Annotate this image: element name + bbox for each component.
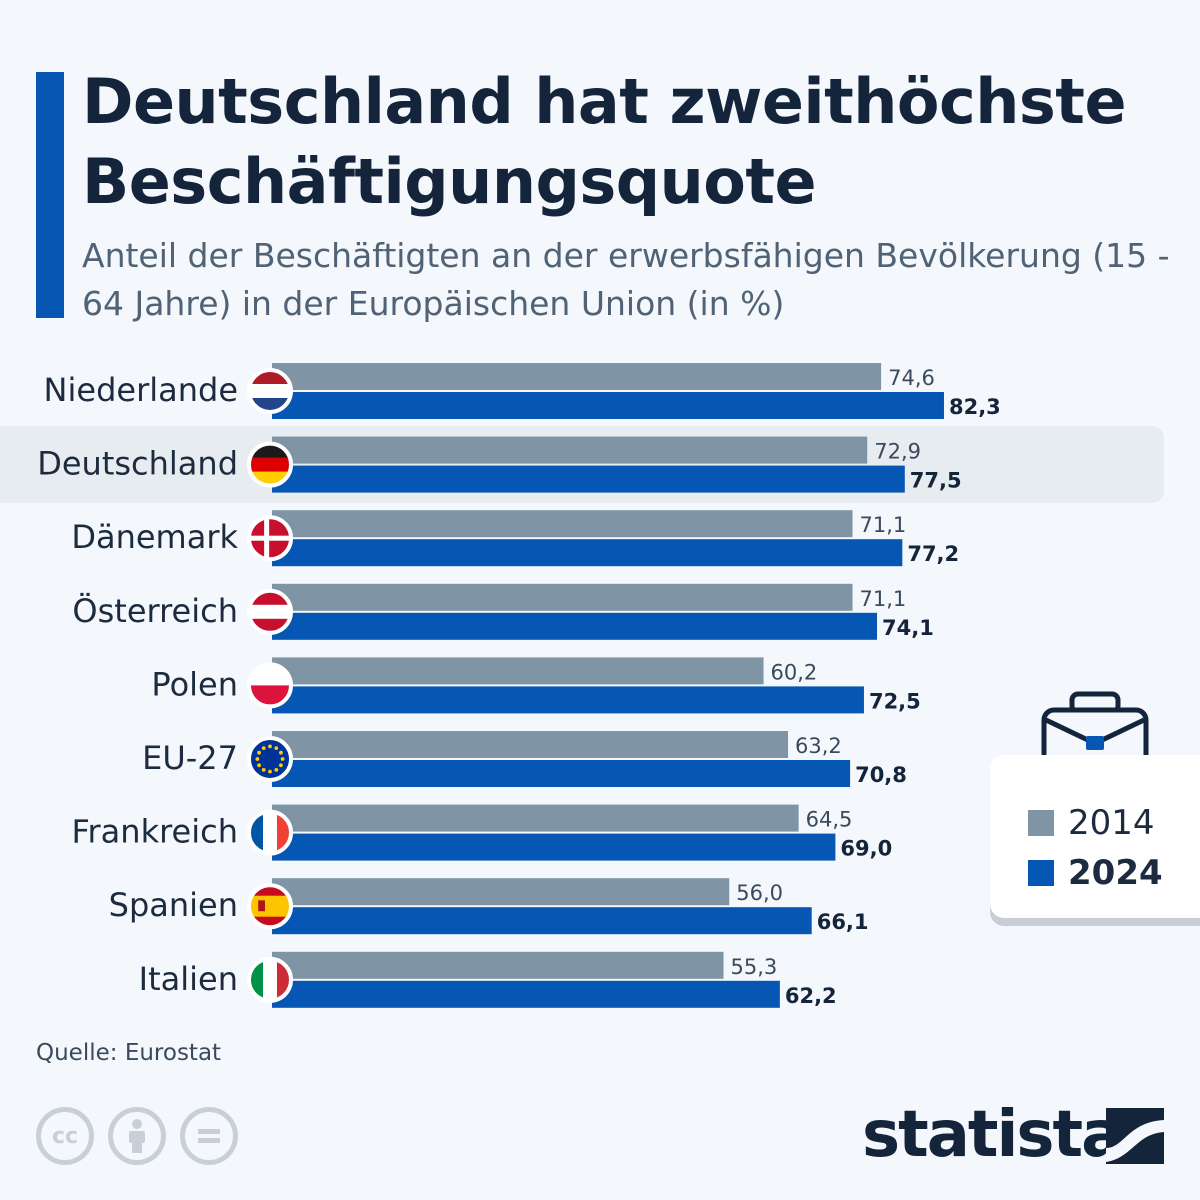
flag-pl-icon [247, 662, 293, 709]
legend-swatch-2014 [1028, 810, 1054, 836]
source-note: Quelle: Eurostat [36, 1040, 222, 1066]
data-label-2014: 71,1 [860, 513, 907, 537]
attribution-icon[interactable] [108, 1107, 166, 1165]
category-label: Polen [151, 665, 238, 703]
category-label: Dänemark [71, 518, 238, 556]
category-label: Frankreich [71, 813, 238, 851]
data-label-2024: 72,5 [869, 689, 921, 713]
bar-2024 [272, 392, 944, 419]
category-label: Spanien [109, 886, 238, 924]
chart-title: Deutschland hat zweithöchste Beschäftigu… [82, 65, 1127, 218]
bar-2014 [272, 657, 764, 685]
bar-2024 [272, 539, 903, 567]
bar-2024 [272, 612, 878, 640]
bar-2024 [272, 907, 812, 935]
flag-at-icon [247, 588, 293, 635]
bar-2014 [272, 583, 853, 611]
legend: 2014 2024 [990, 755, 1200, 918]
legend-item-2014: 2014 [1028, 803, 1155, 843]
data-label-2024: 70,8 [855, 763, 907, 787]
data-label-2014: 60,2 [771, 660, 818, 684]
no-derivatives-icon[interactable] [180, 1107, 238, 1165]
bar-2014 [272, 510, 853, 538]
data-label-2014: 74,6 [888, 366, 935, 390]
flag-dk-icon [247, 515, 293, 562]
flag-nl-icon [247, 368, 293, 414]
data-label-2024: 77,5 [910, 469, 962, 493]
category-label: Österreich [72, 592, 238, 630]
flag-it-icon [247, 956, 293, 1003]
data-label-2024: 77,2 [907, 542, 959, 566]
bar-2024 [272, 760, 851, 787]
bar-2024 [272, 686, 864, 714]
bar-2024 [272, 465, 905, 493]
legend-label-2014: 2014 [1068, 803, 1155, 843]
category-label: Italien [139, 960, 238, 998]
legend-item-2024: 2024 [1028, 853, 1163, 893]
data-label-2024: 62,2 [785, 984, 837, 1008]
flag-fr-icon [247, 809, 293, 856]
data-label-2014: 63,2 [795, 734, 842, 758]
bar-chart: 74,6 82,3 Niederlande 72,9 77,5 Deutschland 71… [37, 363, 1000, 1008]
data-label-2014: 56,0 [736, 881, 783, 905]
chart-subtitle: Anteil der Beschäftigten an der erwerbsf… [82, 236, 1170, 323]
data-label-2024: 82,3 [949, 395, 1000, 419]
data-label-2024: 66,1 [817, 910, 869, 934]
bar-2014 [272, 878, 730, 906]
data-label-2014: 71,1 [860, 587, 907, 611]
bar-2014 [272, 363, 882, 390]
legend-swatch-2024 [1028, 860, 1054, 886]
data-label-2014: 64,5 [806, 808, 853, 832]
bar-2014 [272, 804, 799, 832]
bar-2014 [272, 951, 724, 979]
data-label-2024: 74,1 [882, 616, 934, 640]
statista-logo-icon[interactable] [1106, 1108, 1164, 1164]
flag-es-icon [247, 883, 293, 930]
bar-2024 [272, 980, 780, 1008]
category-label: Niederlande [44, 371, 238, 409]
bar-2024 [272, 833, 836, 861]
cc-icon[interactable]: cc [36, 1107, 94, 1165]
category-label: Deutschland [37, 445, 238, 483]
statista-logo-text[interactable]: statista [862, 1098, 1124, 1172]
data-label-2014: 55,3 [731, 955, 778, 979]
bar-2014 [272, 731, 789, 758]
legend-label-2024: 2024 [1068, 853, 1163, 893]
bar-2014 [272, 436, 868, 464]
data-label-2014: 72,9 [874, 440, 921, 464]
flag-eu-icon [247, 736, 293, 782]
flag-de-icon [247, 441, 293, 488]
title-accent-bar [36, 72, 64, 318]
category-label: EU-27 [142, 739, 238, 777]
data-label-2024: 69,0 [840, 837, 892, 861]
